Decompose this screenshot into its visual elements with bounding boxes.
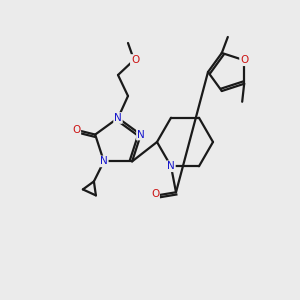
Text: O: O — [72, 124, 80, 135]
Text: O: O — [240, 55, 248, 65]
Text: N: N — [100, 156, 108, 167]
Text: N: N — [137, 130, 145, 140]
Text: N: N — [114, 113, 122, 123]
Text: O: O — [131, 55, 139, 65]
Text: O: O — [151, 189, 159, 199]
Text: N: N — [167, 161, 175, 171]
